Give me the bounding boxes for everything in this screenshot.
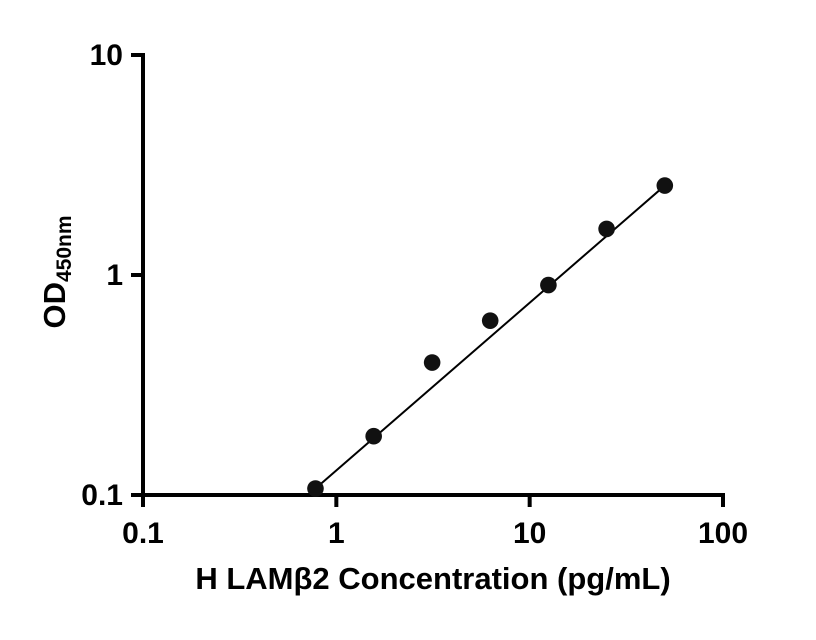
data-point <box>481 312 499 329</box>
data-point <box>423 354 441 371</box>
data-point <box>307 480 324 497</box>
x-axis-title: H LAMβ2 Concentration (pg/mL) <box>195 561 671 596</box>
x-tick-label: 10 <box>513 517 546 550</box>
y-tick-label: 1 <box>106 259 123 292</box>
data-point <box>540 276 557 294</box>
y-axis-title: OD450nm <box>37 215 77 328</box>
y-axis-title-subscript: 450nm <box>53 215 77 283</box>
data-point <box>598 220 615 238</box>
x-tick-label: 100 <box>698 517 748 550</box>
data-point <box>365 427 382 445</box>
y-tick-label: 0.1 <box>81 479 123 512</box>
x-tick-label: 0.1 <box>122 517 164 550</box>
y-tick-label: 10 <box>90 39 123 72</box>
x-tick-label: 1 <box>328 517 345 550</box>
data-point <box>656 177 674 194</box>
y-axis-title-main: OD <box>36 282 72 329</box>
